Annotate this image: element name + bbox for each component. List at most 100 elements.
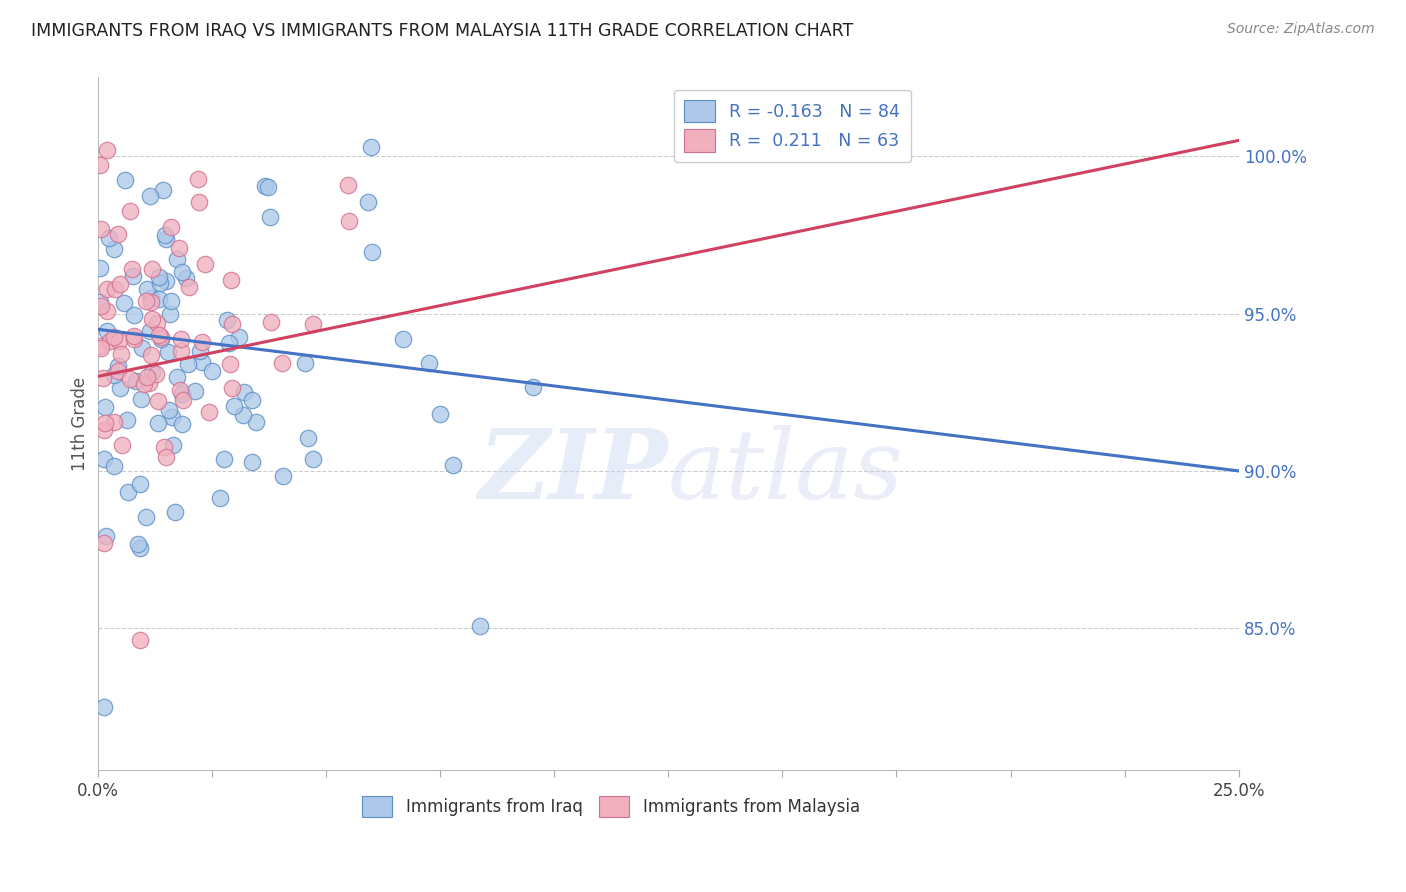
- Point: [157, 403, 180, 417]
- Point: [94, 529, 117, 543]
- Point: [107, 227, 129, 242]
- Point: [259, 211, 281, 225]
- Point: [162, 438, 184, 452]
- Point: [107, 359, 129, 373]
- Point: [188, 343, 211, 358]
- Point: [135, 293, 157, 308]
- Point: [152, 440, 174, 454]
- Point: [166, 252, 188, 266]
- Point: [177, 357, 200, 371]
- Point: [103, 368, 125, 382]
- Point: [103, 458, 125, 473]
- Point: [418, 356, 440, 370]
- Point: [256, 179, 278, 194]
- Point: [108, 277, 131, 291]
- Point: [271, 355, 294, 369]
- Point: [156, 344, 179, 359]
- Point: [93, 452, 115, 467]
- Point: [89, 339, 111, 353]
- Point: [155, 227, 177, 242]
- Point: [152, 183, 174, 197]
- Point: [110, 347, 132, 361]
- Point: [139, 324, 162, 338]
- Point: [155, 450, 177, 464]
- Point: [141, 262, 163, 277]
- Point: [96, 282, 118, 296]
- Point: [103, 415, 125, 429]
- Point: [145, 368, 167, 382]
- Point: [128, 541, 150, 555]
- Point: [120, 372, 142, 386]
- Point: [191, 334, 214, 349]
- Point: [90, 222, 112, 236]
- Point: [222, 399, 245, 413]
- Point: [273, 469, 295, 483]
- Point: [112, 296, 135, 310]
- Point: [125, 374, 148, 388]
- Point: [360, 140, 382, 154]
- Point: [468, 618, 491, 632]
- Legend: Immigrants from Iraq, Immigrants from Malaysia: Immigrants from Iraq, Immigrants from Ma…: [356, 789, 866, 824]
- Point: [103, 243, 125, 257]
- Point: [217, 313, 239, 327]
- Point: [336, 178, 359, 193]
- Point: [253, 178, 276, 193]
- Point: [93, 536, 115, 550]
- Point: [160, 409, 183, 424]
- Point: [136, 282, 159, 296]
- Text: IMMIGRANTS FROM IRAQ VS IMMIGRANTS FROM MALAYSIA 11TH GRADE CORRELATION CHART: IMMIGRANTS FROM IRAQ VS IMMIGRANTS FROM …: [31, 22, 853, 40]
- Point: [141, 366, 163, 380]
- Point: [221, 381, 243, 395]
- Point: [127, 536, 149, 550]
- Point: [139, 295, 162, 310]
- Point: [131, 341, 153, 355]
- Point: [150, 332, 173, 346]
- Point: [337, 214, 360, 228]
- Point: [89, 294, 111, 309]
- Point: [118, 203, 141, 218]
- Point: [232, 408, 254, 422]
- Point: [141, 348, 163, 362]
- Point: [148, 327, 170, 342]
- Point: [177, 280, 200, 294]
- Point: [96, 143, 118, 157]
- Point: [294, 356, 316, 370]
- Point: [111, 438, 134, 452]
- Point: [260, 315, 283, 329]
- Point: [360, 244, 382, 259]
- Point: [124, 308, 146, 322]
- Point: [228, 329, 250, 343]
- Point: [122, 328, 145, 343]
- Point: [114, 172, 136, 186]
- Point: [522, 380, 544, 394]
- Point: [107, 364, 129, 378]
- Point: [138, 188, 160, 202]
- Text: ZIP: ZIP: [478, 425, 668, 519]
- Point: [135, 509, 157, 524]
- Point: [219, 273, 242, 287]
- Point: [135, 370, 157, 384]
- Point: [240, 455, 263, 469]
- Point: [103, 330, 125, 344]
- Point: [172, 393, 194, 408]
- Point: [94, 417, 117, 431]
- Point: [187, 171, 209, 186]
- Point: [163, 505, 186, 519]
- Point: [108, 334, 131, 348]
- Point: [145, 316, 167, 330]
- Point: [90, 299, 112, 313]
- Point: [245, 415, 267, 429]
- Point: [90, 341, 112, 355]
- Point: [96, 324, 118, 338]
- Point: [240, 392, 263, 407]
- Point: [122, 269, 145, 284]
- Point: [221, 317, 243, 331]
- Point: [170, 265, 193, 279]
- Point: [146, 393, 169, 408]
- Point: [110, 380, 132, 394]
- Point: [98, 334, 121, 349]
- Point: [155, 232, 177, 246]
- Point: [172, 417, 194, 431]
- Point: [148, 293, 170, 307]
- Point: [208, 491, 231, 505]
